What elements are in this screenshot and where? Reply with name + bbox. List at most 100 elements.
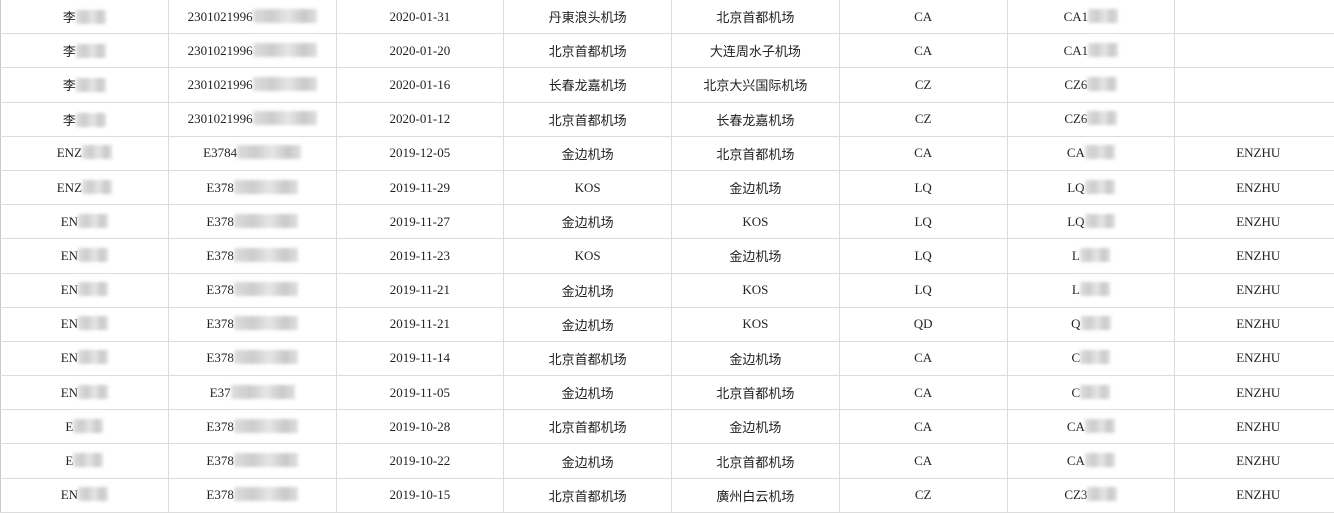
cell-flight-date[interactable]: 2019-10-15	[335, 477, 505, 513]
cell-airline[interactable]: CA	[838, 443, 1008, 479]
cell-passenger-name[interactable]: E	[0, 409, 169, 445]
cell-passenger-name[interactable]: E	[0, 443, 169, 479]
cell-passenger-english-name[interactable]	[1174, 33, 1334, 69]
cell-flight-date[interactable]: 2019-11-05	[335, 375, 505, 411]
cell-id-number[interactable]: E378	[167, 477, 337, 513]
cell-airline[interactable]: CZ	[838, 101, 1008, 137]
cell-passenger-name[interactable]: EN	[0, 477, 169, 513]
cell-arrival-airport[interactable]: 金边机场	[671, 409, 840, 445]
cell-departure-airport[interactable]: 北京首都机场	[503, 101, 672, 137]
cell-flight-date[interactable]: 2019-10-28	[335, 409, 505, 445]
cell-airline[interactable]: CA	[838, 409, 1008, 445]
cell-flight-number[interactable]: CA1	[1006, 33, 1176, 69]
cell-passenger-name[interactable]: 李	[0, 0, 169, 35]
cell-id-number[interactable]: E378	[167, 169, 337, 206]
cell-flight-date[interactable]: 2020-01-12	[335, 101, 505, 137]
cell-flight-date[interactable]: 2020-01-16	[335, 67, 505, 103]
cell-passenger-english-name[interactable]: ENZHU	[1174, 409, 1334, 445]
cell-passenger-name[interactable]: EN	[0, 272, 169, 308]
cell-departure-airport[interactable]: 金边机场	[503, 375, 672, 411]
cell-passenger-name[interactable]: EN	[0, 238, 169, 274]
cell-id-number[interactable]: 2301021996	[167, 101, 337, 137]
cell-airline[interactable]: CA	[838, 340, 1008, 377]
cell-flight-number[interactable]: LQ	[1006, 204, 1176, 240]
cell-id-number[interactable]: E378	[167, 272, 337, 308]
cell-airline[interactable]: CA	[838, 33, 1008, 69]
cell-departure-airport[interactable]: KOS	[503, 169, 672, 206]
cell-flight-number[interactable]: C	[1006, 375, 1176, 411]
cell-airline[interactable]: CA	[838, 135, 1008, 171]
cell-id-number[interactable]: E378	[167, 204, 337, 240]
cell-passenger-name[interactable]: EN	[0, 204, 169, 240]
cell-airline[interactable]: QD	[838, 306, 1008, 342]
cell-id-number[interactable]: E37	[167, 375, 337, 411]
cell-arrival-airport[interactable]: 金边机场	[671, 169, 840, 206]
cell-arrival-airport[interactable]: 金边机场	[671, 238, 840, 274]
cell-passenger-english-name[interactable]: ENZHU	[1174, 135, 1334, 171]
cell-airline[interactable]: CZ	[838, 477, 1008, 513]
cell-passenger-name[interactable]: EN	[0, 306, 169, 342]
cell-passenger-english-name[interactable]	[1174, 101, 1334, 137]
cell-arrival-airport[interactable]: 廣州白云机场	[671, 477, 840, 513]
cell-departure-airport[interactable]: 金边机场	[503, 272, 672, 308]
cell-passenger-english-name[interactable]: ENZHU	[1174, 306, 1334, 342]
cell-flight-date[interactable]: 2019-12-05	[335, 135, 505, 171]
cell-passenger-english-name[interactable]: ENZHU	[1174, 204, 1334, 240]
cell-airline[interactable]: LQ	[838, 272, 1008, 308]
cell-id-number[interactable]: 2301021996	[167, 33, 337, 69]
cell-arrival-airport[interactable]: 北京首都机场	[671, 135, 840, 171]
cell-passenger-english-name[interactable]: ENZHU	[1174, 443, 1334, 479]
cell-arrival-airport[interactable]: KOS	[671, 306, 840, 342]
cell-airline[interactable]: LQ	[838, 204, 1008, 240]
cell-flight-number[interactable]: CA	[1006, 135, 1176, 171]
cell-passenger-name[interactable]: 李	[0, 67, 169, 103]
cell-passenger-english-name[interactable]: ENZHU	[1174, 340, 1334, 377]
cell-id-number[interactable]: E3784	[167, 135, 337, 171]
cell-id-number[interactable]: 2301021996	[167, 67, 337, 103]
cell-airline[interactable]: CZ	[838, 67, 1008, 103]
cell-passenger-english-name[interactable]: ENZHU	[1174, 375, 1334, 411]
cell-airline[interactable]: LQ	[838, 169, 1008, 206]
cell-departure-airport[interactable]: 金边机场	[503, 135, 672, 171]
cell-flight-number[interactable]: Q	[1006, 306, 1176, 342]
cell-id-number[interactable]: E378	[167, 409, 337, 445]
cell-airline[interactable]: LQ	[838, 238, 1008, 274]
cell-flight-number[interactable]: CZ3	[1006, 477, 1176, 513]
cell-passenger-english-name[interactable]: ENZHU	[1174, 272, 1334, 308]
cell-departure-airport[interactable]: 金边机场	[503, 443, 672, 479]
cell-arrival-airport[interactable]: 北京首都机场	[671, 375, 840, 411]
cell-id-number[interactable]: E378	[167, 443, 337, 479]
cell-id-number[interactable]: E378	[167, 306, 337, 342]
cell-arrival-airport[interactable]: 北京首都机场	[671, 443, 840, 479]
cell-flight-number[interactable]: CZ6	[1006, 67, 1176, 103]
cell-arrival-airport[interactable]: KOS	[671, 204, 840, 240]
cell-passenger-name[interactable]: EN	[0, 340, 169, 377]
cell-flight-number[interactable]: CA1	[1006, 0, 1176, 35]
cell-departure-airport[interactable]: KOS	[503, 238, 672, 274]
cell-flight-date[interactable]: 2019-11-14	[335, 340, 505, 377]
cell-passenger-name[interactable]: EN	[0, 375, 169, 411]
cell-departure-airport[interactable]: 北京首都机场	[503, 409, 672, 445]
cell-flight-number[interactable]: C	[1006, 340, 1176, 377]
cell-departure-airport[interactable]: 长春龙嘉机场	[503, 67, 672, 103]
cell-flight-number[interactable]: CZ6	[1006, 101, 1176, 137]
cell-id-number[interactable]: E378	[167, 238, 337, 274]
cell-departure-airport[interactable]: 北京首都机场	[503, 340, 672, 377]
cell-departure-airport[interactable]: 北京首都机场	[503, 33, 672, 69]
cell-passenger-name[interactable]: 李	[0, 33, 169, 69]
cell-passenger-name[interactable]: ENZ	[0, 135, 169, 171]
cell-airline[interactable]: CA	[838, 375, 1008, 411]
cell-flight-number[interactable]: CA	[1006, 409, 1176, 445]
cell-departure-airport[interactable]: 金边机场	[503, 306, 672, 342]
cell-passenger-english-name[interactable]	[1174, 67, 1334, 103]
cell-flight-number[interactable]: LQ	[1006, 169, 1176, 206]
cell-id-number[interactable]: E378	[167, 340, 337, 377]
cell-flight-date[interactable]: 2019-11-21	[335, 306, 505, 342]
cell-arrival-airport[interactable]: 大连周水子机场	[671, 33, 840, 69]
cell-flight-number[interactable]: L	[1006, 238, 1176, 274]
cell-passenger-english-name[interactable]: ENZHU	[1174, 169, 1334, 206]
cell-passenger-name[interactable]: ENZ	[0, 169, 169, 206]
cell-flight-date[interactable]: 2019-10-22	[335, 443, 505, 479]
cell-flight-date[interactable]: 2020-01-31	[335, 0, 505, 35]
cell-passenger-english-name[interactable]	[1174, 0, 1334, 35]
